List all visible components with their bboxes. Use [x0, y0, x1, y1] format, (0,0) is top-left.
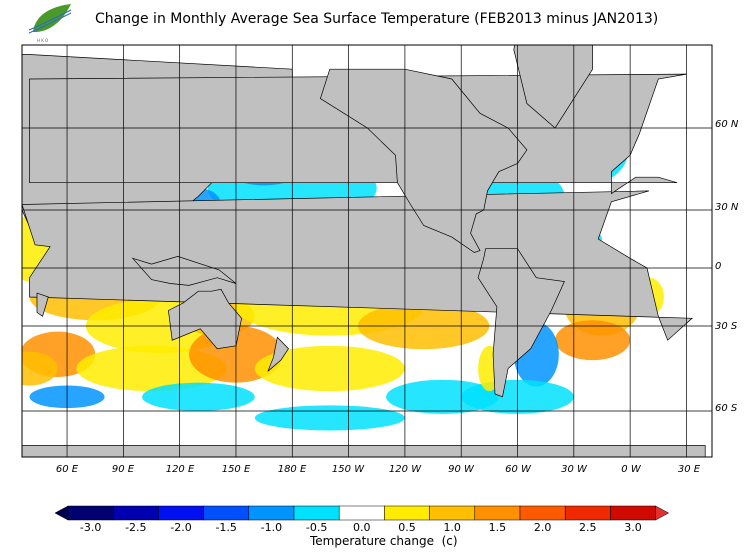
anomaly-patch	[76, 345, 227, 392]
lon-label: 30 E	[677, 464, 701, 475]
colorbar-swatch	[384, 505, 430, 521]
antarctica-landmass	[22, 445, 706, 457]
leaf-logo: H K O	[28, 4, 72, 43]
landmasses	[22, 45, 706, 457]
lon-label: 30 W	[561, 464, 587, 475]
madagascar-landmass	[36, 292, 49, 317]
lon-label: 60 E	[55, 464, 79, 475]
map-frame	[21, 44, 713, 458]
lat-label-60n: 60 N	[715, 119, 739, 130]
colorbar-swatch	[338, 505, 385, 521]
colorbar-swatch	[112, 505, 159, 521]
anomaly-patch	[22, 351, 58, 386]
lon-label: 0 W	[621, 464, 641, 475]
colorbar-swatch	[293, 505, 340, 521]
indonesia-landmass	[131, 256, 237, 286]
colorbar-swatch	[67, 505, 114, 521]
lon-label: 60 W	[505, 464, 531, 475]
colorbar-tick-label: 0.0	[353, 521, 371, 534]
lat-label-30s: 30 S	[715, 321, 738, 332]
lon-label: 120 E	[165, 464, 195, 475]
colorbar-tick-label: 1.5	[488, 521, 507, 534]
colorbar-tick-label: -1.5	[215, 521, 237, 534]
colorbar-tick-label: -2.5	[125, 521, 147, 534]
south-america-landmass	[477, 248, 565, 398]
colorbar-title: Temperature change (c)	[310, 534, 458, 548]
svg-text:H K O: H K O	[37, 38, 48, 43]
lon-label: 90 W	[448, 464, 474, 475]
colorbar-under-arrow	[54, 505, 69, 521]
colorbar-over-arrow	[655, 505, 670, 521]
colorbar-tick-label: -2.0	[170, 521, 192, 534]
lat-label-60s: 60 S	[715, 403, 738, 414]
lon-label: 90 E	[111, 464, 135, 475]
colorbar-swatch	[203, 505, 250, 521]
north-america-landmass	[319, 68, 528, 253]
new-zealand-landmass	[267, 336, 289, 372]
colorbar-tick-label: -3.0	[79, 521, 102, 534]
lon-label: 150 E	[221, 464, 251, 475]
colorbar-tick-label: 2.0	[533, 521, 552, 534]
lat-label-30n: 30 N	[715, 202, 739, 213]
sst-change-map	[21, 44, 713, 458]
colorbar-tick-label: -1.0	[260, 521, 283, 534]
lon-label: 150 W	[331, 464, 365, 475]
colorbar-tick-label: 3.0	[624, 521, 642, 534]
anomaly-patch	[142, 382, 255, 412]
colorbar-swatch	[248, 505, 295, 521]
colorbar-swatch	[519, 505, 566, 521]
graticule	[22, 45, 712, 457]
colorbar-swatch	[610, 505, 656, 521]
lon-label: 120 W	[388, 464, 422, 475]
lat-label-0: 0	[715, 261, 722, 272]
colorbar-swatch	[564, 505, 611, 521]
lon-label: 180 E	[277, 464, 307, 475]
colorbar-tick-label: 0.5	[398, 521, 416, 534]
colorbar-tick-label: 1.0	[443, 521, 461, 534]
colorbar-tick-label: 2.5	[579, 521, 597, 534]
chart-title: Change in Monthly Average Sea Surface Te…	[95, 11, 659, 27]
colorbar-swatch	[474, 505, 521, 521]
colorbar-swatch	[429, 505, 476, 521]
colorbar-tick-label: -0.5	[305, 521, 328, 534]
australia-landmass	[168, 288, 242, 350]
colorbar-swatch	[158, 505, 204, 521]
